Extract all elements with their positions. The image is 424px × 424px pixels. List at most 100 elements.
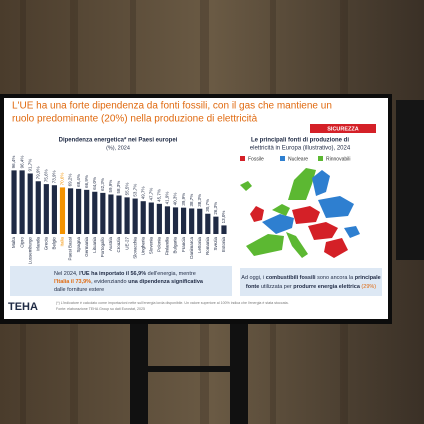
x-tick-label: Svezia [213, 237, 218, 251]
stand [148, 366, 230, 372]
stand [230, 320, 248, 424]
x-tick-label: Romania [205, 237, 210, 256]
bar [27, 173, 33, 234]
x-tick-label: Germania [84, 237, 89, 257]
data-label: 45,7% [157, 189, 162, 202]
data-label: 41,9% [165, 192, 170, 205]
legend-label: Rinnovabili [326, 156, 350, 162]
bar [221, 225, 227, 234]
legend-label: Nucleare [288, 156, 308, 162]
bar [51, 185, 57, 234]
x-tick-label: Grecia [44, 237, 49, 251]
x-tick-label: Cipro [19, 237, 24, 248]
badge-text: SICUREZZA [327, 126, 359, 132]
x-tick-label: Slovacchia [132, 237, 137, 259]
data-label: 96,4% [19, 156, 24, 169]
bar [124, 197, 130, 234]
x-tick-label: Irlanda [35, 237, 40, 251]
map-title: elettricità in Europa (illustrativo), 20… [250, 146, 351, 152]
x-tick-label: Bulgaria [173, 237, 178, 254]
slide-title: ruolo predominante (20%) nella produzion… [12, 114, 258, 125]
x-tick-label: Danimarca [189, 237, 194, 259]
bar [84, 189, 90, 234]
x-tick-label: Italia [60, 237, 65, 247]
note: fonte utilizzata per produrre energia el… [246, 284, 376, 290]
x-tick-label: Austria [108, 237, 113, 252]
legend-label: Fossile [248, 156, 264, 162]
data-label: 59,9% [108, 180, 113, 193]
badge [310, 124, 376, 133]
bar [148, 202, 154, 234]
bar [67, 188, 74, 234]
bar [100, 192, 106, 234]
data-label: 79,9% [35, 167, 40, 180]
bar [189, 208, 195, 234]
x-tick-label: Malta [11, 237, 16, 249]
data-label: 13,0% [221, 211, 226, 224]
note: Ad oggi, i combustibili fossili sono anc… [241, 275, 380, 281]
data-label: 96,4% [11, 156, 16, 169]
bar [11, 170, 17, 234]
slide-title: L'UE ha una forte dipendenza da fonti fo… [12, 101, 332, 112]
bar [164, 206, 171, 234]
bar [43, 184, 49, 234]
chart-subtitle: (%), 2024 [106, 145, 130, 151]
bar [76, 188, 82, 234]
speaker [396, 100, 424, 260]
data-label: 55,5% [124, 183, 129, 196]
data-label: 69,2% [68, 174, 73, 187]
x-tick-label: Spagna [76, 237, 81, 253]
x-tick-label: Lussemburgo [27, 237, 32, 265]
x-tick-label: Lettonia [197, 237, 202, 254]
data-label: 49,7% [140, 186, 145, 199]
x-tick-label: Belgio [52, 237, 57, 250]
footnote: (*) L'indicatore è calcolato come import… [56, 301, 289, 305]
bar [35, 181, 41, 234]
note-box [240, 268, 382, 296]
x-tick-label: Finlandia [165, 237, 170, 256]
legend-swatch [280, 156, 285, 161]
data-label: 39,9% [181, 193, 186, 206]
x-tick-label: Polonia [157, 237, 162, 253]
legend-swatch [318, 156, 323, 161]
bar [156, 203, 162, 234]
note: l'Italia il 73,9%, evidenziando una dipe… [54, 279, 204, 285]
data-label: 68,4% [76, 174, 81, 187]
stand [130, 320, 148, 424]
bar [108, 194, 114, 234]
bar [181, 207, 187, 234]
bar [59, 187, 66, 234]
x-tick-label: Francia [181, 237, 186, 253]
bar [213, 216, 219, 234]
x-tick-label: Slovenia [148, 237, 153, 255]
data-label: 91,7% [27, 159, 32, 172]
x-tick-label: UE-27 [124, 237, 129, 250]
map-title: Le principali fonti di produzione di [251, 138, 349, 144]
bar [19, 170, 25, 234]
bar [92, 191, 98, 234]
bar [132, 198, 138, 234]
data-label: 26,3% [213, 202, 218, 215]
x-tick-label: Ungheria [140, 237, 145, 256]
logo: TEHA [8, 301, 38, 313]
chart-title: Dipendenza energetica* nei Paesi europei [59, 138, 178, 144]
bar [197, 208, 203, 234]
data-label: 30,7% [205, 199, 210, 212]
note: Nel 2024, l'UE ha importato il 56,9% del… [54, 271, 196, 277]
map [240, 168, 360, 258]
x-tick-label: Portogallo [100, 237, 105, 258]
data-label: 40,3% [173, 193, 178, 206]
x-tick-label: Croazia [116, 237, 121, 253]
bar [140, 201, 146, 234]
x-tick-label: Lituania [92, 237, 97, 253]
data-label: 38,3% [197, 194, 202, 207]
x-tick-label: Paesi Bassi [68, 237, 73, 261]
note-box [10, 266, 232, 296]
footnote: Fonte: elaborazione TEHA Group su dati E… [56, 307, 145, 311]
x-tick-label: Estonia [221, 237, 226, 253]
note: dalle forniture estere [54, 287, 104, 293]
data-label: 66,9% [84, 175, 89, 188]
bar [205, 213, 211, 234]
data-label: 64,0% [92, 177, 97, 190]
